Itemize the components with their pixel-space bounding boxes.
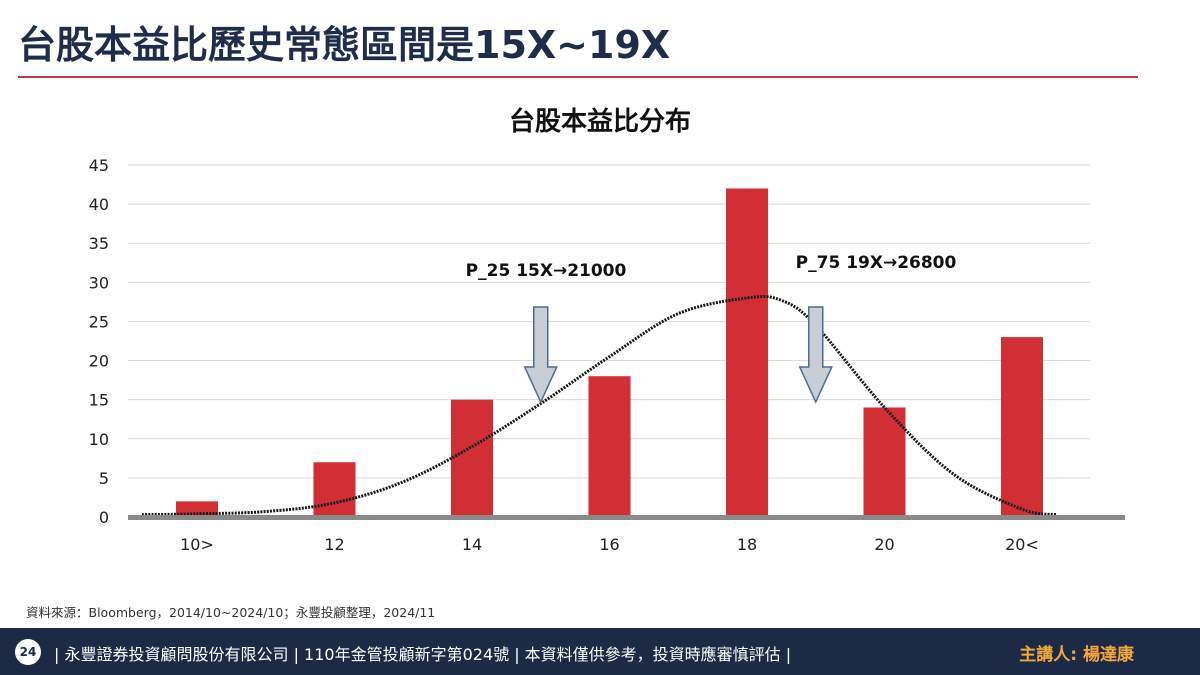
y-tick-label: 15 [89,391,109,410]
x-tick-label: 14 [462,535,482,554]
y-tick-label: 40 [89,195,109,214]
bar [313,462,356,517]
x-tick-label: 20< [1005,535,1039,554]
down-arrow-icon [523,306,558,404]
bar [588,376,631,517]
bar [1001,337,1043,517]
gridlines [128,164,1090,479]
y-tick-label: 35 [89,234,109,253]
x-tick-label: 20 [874,535,894,554]
bar [726,188,768,517]
slide-title: 台股本益比歷史常態區間是15X~19X [18,23,671,67]
speaker-name: 主講人: 楊達康 [1019,645,1134,665]
bars [176,188,1043,517]
annotation-label: P_25 15X→21000 [466,261,627,281]
y-tick-label: 10 [89,430,109,449]
y-axis-labels: 0 5 10 15 20 25 30 35 40 45 [89,156,109,527]
x-tick-label: 16 [599,535,619,554]
normal-curve [141,295,1057,517]
x-axis-baseline [128,515,1125,520]
y-tick-label: 30 [89,273,109,292]
y-tick-label: 5 [99,469,109,488]
page-number-badge: 24 [15,639,41,665]
y-tick-label: 20 [89,352,109,371]
pe-distribution-chart: 台股本益比分布 0 5 10 15 20 25 30 35 40 45 10> 12 14 16 18 20… [89,106,1125,554]
down-arrow-icon [798,306,833,404]
x-axis-labels: 10> 12 14 16 18 20 20< [180,535,1039,554]
y-tick-label: 25 [89,312,109,331]
x-tick-label: 18 [737,535,757,554]
annotations: P_25 15X→21000 P_75 19X→26800 [466,253,957,404]
bar [451,399,493,517]
x-tick-label: 10> [180,535,214,554]
chart-title: 台股本益比分布 [509,106,691,137]
bar [863,407,906,517]
y-tick-label: 0 [99,508,109,527]
footer-company-text: | 永豐證券投資顧問股份有限公司 | 110年金管投顧新字第024號 | 本資料… [54,645,792,664]
x-tick-label: 12 [324,535,344,554]
annotation-label: P_75 19X→26800 [796,253,957,273]
footer-bar: 24 | 永豐證券投資顧問股份有限公司 | 110年金管投顧新字第024號 | … [0,628,1200,675]
baseline-bar [128,515,1125,520]
y-tick-label: 45 [89,156,109,175]
source-note: 資料來源：Bloomberg，2014/10~2024/10；永豐投顧整理，20… [26,605,436,620]
normal-curve-line [141,295,1057,517]
title-divider [18,76,1138,78]
